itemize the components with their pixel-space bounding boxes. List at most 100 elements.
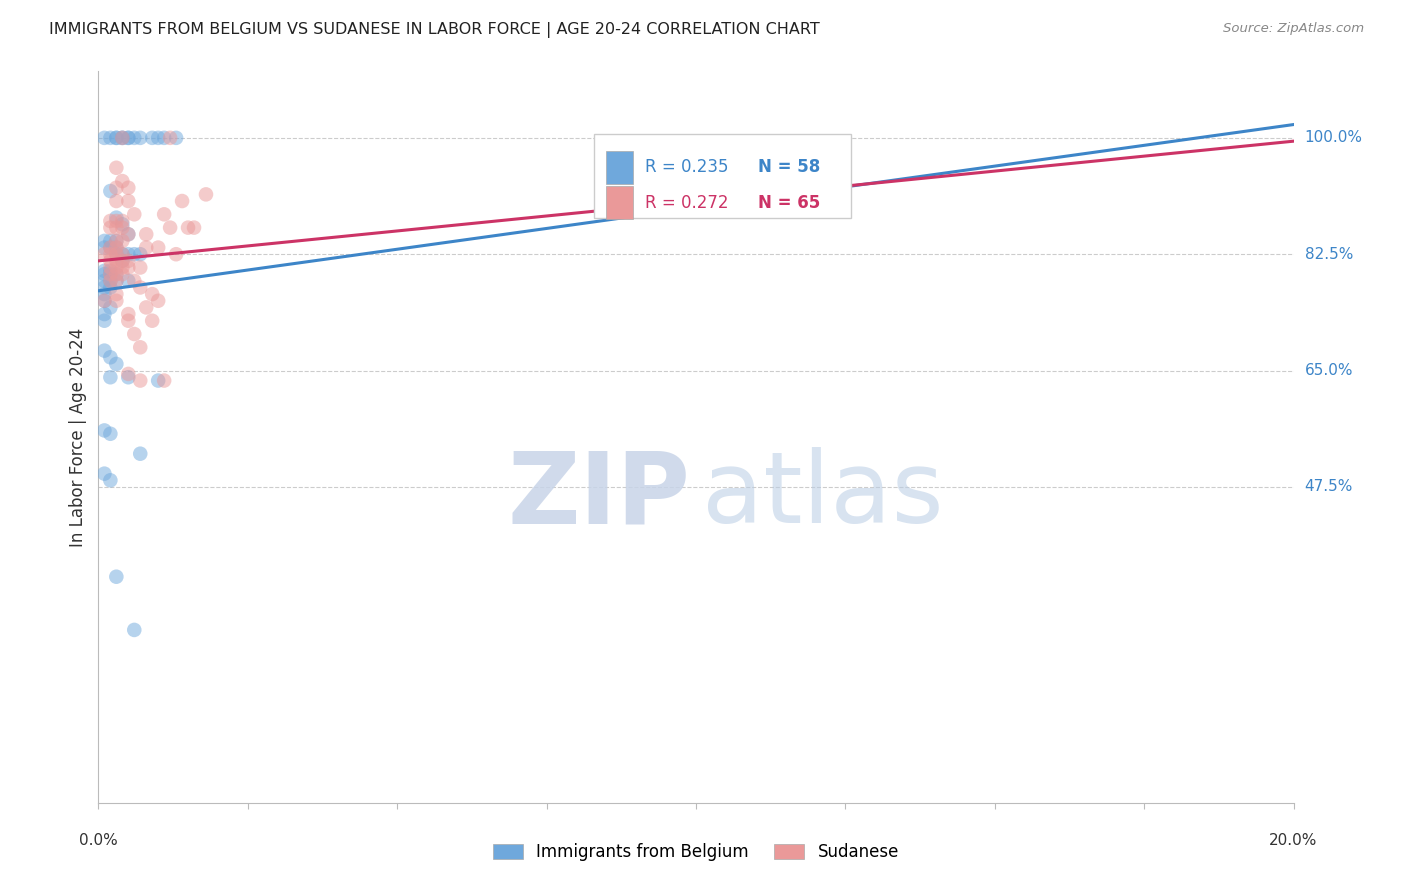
Point [183,220,205,235]
Point [148,131,170,145]
Text: 47.5%: 47.5% [1305,480,1353,494]
Point [148,241,170,255]
Point [93,467,115,481]
Point [93,274,115,288]
Point [124,274,146,288]
Point [124,207,146,221]
Point [105,570,128,584]
Point [105,234,128,248]
Point [105,131,128,145]
Point [129,131,152,145]
Point [129,374,152,388]
Point [117,307,139,321]
Point [105,194,128,208]
Point [105,234,128,248]
Point [111,174,134,188]
Point [98,131,122,145]
Point [93,287,115,301]
Text: N = 58: N = 58 [758,158,820,177]
Point [93,247,115,261]
Point [105,220,128,235]
Point [105,247,128,261]
Point [98,247,122,261]
Point [135,301,157,315]
Point [98,220,122,235]
Point [93,264,115,278]
Point [129,247,152,261]
Point [177,220,200,235]
Point [129,340,152,354]
Point [98,260,122,275]
Legend: Immigrants from Belgium, Sudanese: Immigrants from Belgium, Sudanese [486,837,905,868]
Text: 20.0%: 20.0% [1270,833,1317,848]
Point [98,214,122,228]
Point [117,370,139,384]
Point [117,367,139,381]
Text: 82.5%: 82.5% [1305,247,1353,261]
Point [105,253,128,268]
Point [93,267,115,281]
Point [98,241,122,255]
Point [129,447,152,461]
Point [105,180,128,194]
FancyBboxPatch shape [606,186,633,219]
Point [117,131,139,145]
Point [153,207,176,221]
Point [105,260,128,275]
Text: 0.0%: 0.0% [79,833,118,848]
Text: 100.0%: 100.0% [1305,130,1362,145]
Point [93,293,115,308]
Point [165,247,187,261]
Point [98,351,122,365]
Point [117,247,139,261]
Point [117,131,139,145]
Point [148,293,170,308]
Point [117,314,139,328]
Point [117,274,139,288]
Point [93,293,115,308]
Point [111,267,134,281]
Point [141,287,163,301]
Point [117,227,139,242]
Text: R = 0.235: R = 0.235 [644,158,728,177]
Point [172,194,194,208]
Point [117,227,139,242]
FancyBboxPatch shape [595,134,852,218]
Point [165,131,187,145]
Point [93,343,115,358]
Point [111,247,134,261]
Point [98,280,122,294]
Point [105,274,128,288]
Point [111,253,134,268]
Point [98,274,122,288]
Point [111,217,134,231]
Point [111,260,134,275]
Point [153,131,176,145]
Point [105,267,128,281]
Point [124,326,146,341]
Point [93,241,115,255]
Point [117,180,139,194]
Point [105,293,128,308]
Point [117,194,139,208]
Point [105,214,128,228]
Point [117,253,139,268]
Point [98,426,122,441]
Point [98,274,122,288]
Point [98,264,122,278]
Text: atlas: atlas [702,447,943,544]
Text: 65.0%: 65.0% [1305,363,1353,378]
Point [98,473,122,487]
Text: R = 0.272: R = 0.272 [644,194,728,211]
Point [98,301,122,315]
Point [105,241,128,255]
Point [93,314,115,328]
Point [93,131,115,145]
Point [124,247,146,261]
Point [93,280,115,294]
Point [135,241,157,255]
Point [98,234,122,248]
Point [159,220,181,235]
Point [148,374,170,388]
Point [105,211,128,225]
